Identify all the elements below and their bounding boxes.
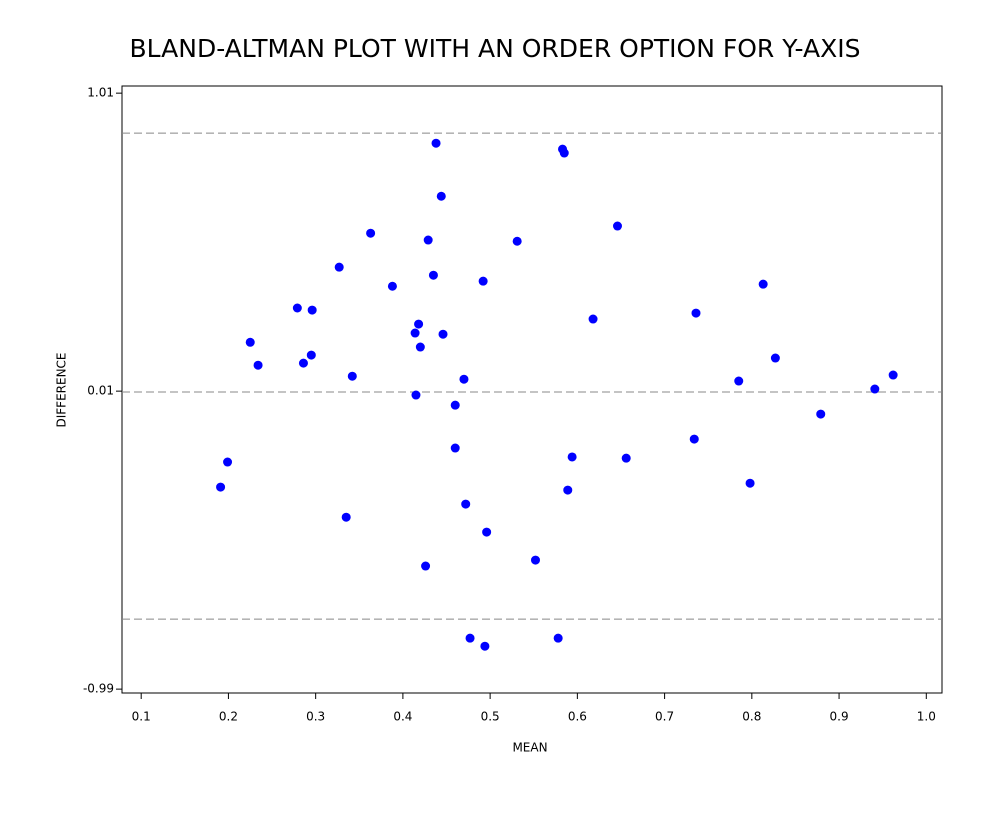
data-point xyxy=(480,641,490,651)
data-point xyxy=(588,314,598,324)
data-point xyxy=(414,319,424,329)
x-axis-label: MEAN xyxy=(512,741,547,755)
x-tick-label: 0.1 xyxy=(132,710,151,724)
data-point xyxy=(410,328,420,338)
data-point xyxy=(450,443,460,453)
chart-title: BLAND-ALTMAN PLOT WITH AN ORDER OPTION F… xyxy=(130,34,861,63)
x-tick-label: 0.6 xyxy=(568,710,587,724)
x-tick-label: 0.7 xyxy=(655,710,674,724)
x-tick-label: 0.8 xyxy=(742,710,761,724)
data-point xyxy=(436,191,446,201)
data-point xyxy=(621,453,631,463)
data-point xyxy=(216,482,226,492)
data-point xyxy=(465,633,475,643)
data-point xyxy=(553,633,563,643)
data-point xyxy=(888,370,898,380)
data-point xyxy=(459,374,469,384)
data-point xyxy=(253,360,263,370)
data-point xyxy=(512,236,522,246)
data-point xyxy=(347,371,357,381)
data-point xyxy=(387,281,397,291)
x-tick-label: 1.0 xyxy=(917,710,936,724)
data-point xyxy=(461,499,471,509)
data-point xyxy=(292,303,302,313)
data-point xyxy=(745,478,755,488)
data-point xyxy=(428,270,438,280)
data-point xyxy=(438,329,448,339)
y-tick-label: 0.01 xyxy=(87,384,114,398)
data-point xyxy=(307,305,317,315)
data-point xyxy=(816,409,826,419)
data-point xyxy=(341,512,351,522)
data-point xyxy=(431,138,441,148)
data-point xyxy=(411,390,421,400)
data-point xyxy=(563,485,573,495)
data-point xyxy=(306,350,316,360)
data-point xyxy=(758,279,768,289)
x-tick-label: 0.3 xyxy=(306,710,325,724)
x-tick-label: 0.4 xyxy=(393,710,412,724)
x-tick-label: 0.5 xyxy=(481,710,500,724)
data-point xyxy=(734,376,744,386)
data-point xyxy=(559,148,569,158)
data-point xyxy=(334,262,344,272)
data-point xyxy=(366,228,376,238)
data-point xyxy=(530,555,540,565)
data-point xyxy=(689,434,699,444)
data-point xyxy=(415,342,425,352)
y-tick-label: 1.01 xyxy=(87,86,114,100)
data-point xyxy=(298,358,308,368)
data-point xyxy=(612,221,622,231)
data-point xyxy=(450,400,460,410)
data-point xyxy=(770,353,780,363)
data-point xyxy=(870,384,880,394)
data-point xyxy=(423,235,433,245)
x-tick-label: 0.2 xyxy=(219,710,238,724)
data-point xyxy=(421,561,431,571)
plot-frame xyxy=(121,85,943,694)
data-point xyxy=(691,308,701,318)
data-point xyxy=(478,276,488,286)
y-tick-label: -0.99 xyxy=(83,682,114,696)
data-point xyxy=(567,452,577,462)
data-point xyxy=(223,457,233,467)
data-point xyxy=(482,527,492,537)
x-tick-label: 0.9 xyxy=(830,710,849,724)
data-point xyxy=(245,337,255,347)
y-axis-label: DIFFERENCE xyxy=(55,352,69,427)
